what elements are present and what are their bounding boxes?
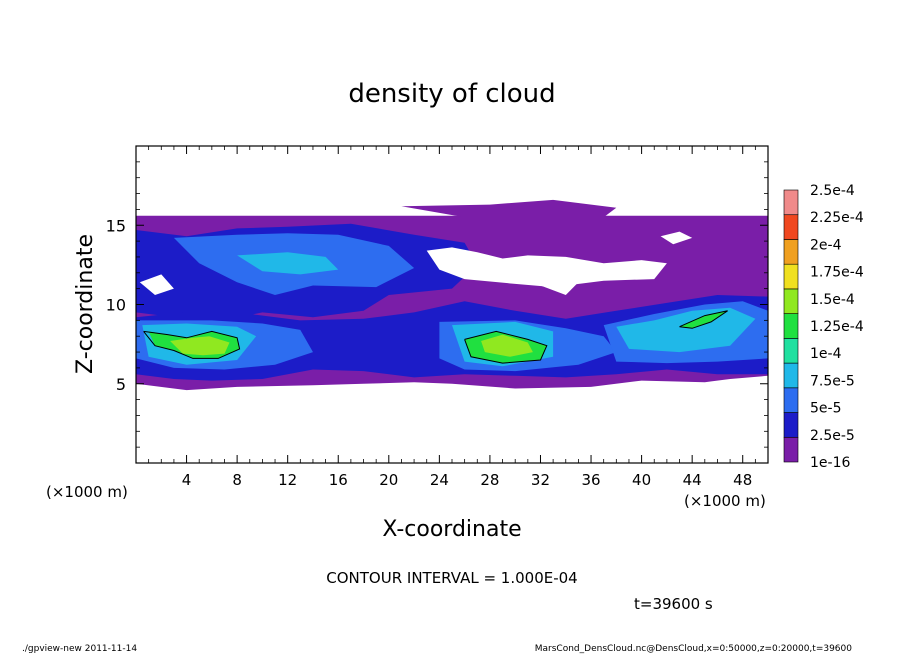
colorbar: 1e-16 2.5e-5 5e-5 7.5e-5 1e-4 1.25e-4 1.5e-4 1.… bbox=[783, 183, 864, 471]
x-unit-left: (×1000 m) bbox=[46, 483, 128, 501]
x-tick-label-12: 12 bbox=[278, 471, 297, 489]
heatmap-gap-2 bbox=[139, 274, 174, 295]
contour-line-2 bbox=[679, 310, 728, 329]
colorbar-swatch-5 bbox=[783, 313, 799, 339]
footer-left: ./gpview-new 2011-11-14 bbox=[22, 644, 137, 654]
colorbar-swatch-7 bbox=[783, 263, 799, 290]
x-tick-label-8: 8 bbox=[232, 471, 242, 489]
footer-right: MarsCond_DensCloud.nc@DensCloud,x=0:5000… bbox=[535, 644, 852, 654]
contour-interval-text: CONTOUR INTERVAL = 1.000E-04 bbox=[326, 569, 577, 587]
heatmap-region-16 bbox=[679, 310, 728, 329]
colorbar-swatch-4 bbox=[783, 338, 799, 364]
heatmap-region-1 bbox=[401, 199, 617, 218]
time-label: t=39600 s bbox=[634, 595, 713, 613]
heatmap-gap-0 bbox=[426, 247, 667, 288]
x-tick-label-24: 24 bbox=[430, 471, 449, 489]
x-tick-label-28: 28 bbox=[480, 471, 499, 489]
contour-line-0 bbox=[143, 330, 241, 359]
colorbar-label-4: 1e-4 bbox=[810, 346, 842, 362]
heatmap-region-15 bbox=[481, 334, 533, 357]
colorbar-label-9: 2.25e-4 bbox=[810, 210, 864, 226]
colorbar-label-8: 2e-4 bbox=[810, 237, 842, 253]
colorbar-label-0: 1e-16 bbox=[810, 455, 850, 471]
x-unit-right: (×1000 m) bbox=[684, 492, 766, 510]
heatmap-gap-3 bbox=[660, 231, 693, 245]
x-tick-label-20: 20 bbox=[379, 471, 398, 489]
x-axis: 4 8 12 16 20 24 28 32 36 40 44 48 bbox=[148, 146, 756, 489]
colorbar-label-6: 1.5e-4 bbox=[810, 292, 855, 308]
x-tick-label-44: 44 bbox=[683, 471, 702, 489]
colorbar-swatch-6 bbox=[783, 288, 799, 314]
x-tick-label-4: 4 bbox=[182, 471, 192, 489]
colorbar-swatch-0 bbox=[783, 436, 799, 463]
colorbar-label-2: 5e-5 bbox=[810, 401, 841, 417]
heatmap-region-13 bbox=[170, 336, 230, 356]
x-tick-label-16: 16 bbox=[329, 471, 348, 489]
y-tick-label-15: 15 bbox=[106, 216, 126, 235]
colorbar-label-5: 1.25e-4 bbox=[810, 319, 864, 335]
heatmap-region-8 bbox=[237, 252, 339, 275]
heatmap-region-11 bbox=[616, 307, 756, 353]
colorbar-label-3: 7.5e-5 bbox=[810, 373, 855, 389]
contour-lines bbox=[143, 310, 728, 364]
heatmap-gap-1 bbox=[540, 282, 579, 295]
chart-title: density of cloud bbox=[348, 79, 555, 109]
x-tick-label-48: 48 bbox=[733, 471, 752, 489]
y-tick-label-10: 10 bbox=[106, 296, 126, 315]
colorbar-swatch-8 bbox=[783, 239, 799, 265]
x-tick-label-36: 36 bbox=[581, 471, 600, 489]
colorbar-swatch-10 bbox=[783, 189, 799, 216]
colorbar-label-7: 1.75e-4 bbox=[810, 265, 864, 281]
y-tick-label-5: 5 bbox=[116, 375, 126, 394]
x-tick-label-32: 32 bbox=[531, 471, 550, 489]
colorbar-label-1: 2.5e-5 bbox=[810, 428, 855, 444]
x-tick-label-40: 40 bbox=[632, 471, 651, 489]
colorbar-swatch-2 bbox=[783, 387, 799, 413]
y-axis-label: Z-coordinate bbox=[73, 234, 98, 374]
heatmap-fill bbox=[136, 199, 768, 391]
x-axis-label: X-coordinate bbox=[382, 517, 521, 542]
colorbar-swatch-3 bbox=[783, 362, 799, 389]
y-axis: 5 10 15 bbox=[106, 161, 768, 448]
colorbar-swatch-1 bbox=[783, 412, 799, 438]
colorbar-swatch-9 bbox=[783, 214, 799, 240]
contour-line-1 bbox=[464, 330, 548, 364]
colorbar-label-10: 2.5e-4 bbox=[810, 183, 855, 199]
